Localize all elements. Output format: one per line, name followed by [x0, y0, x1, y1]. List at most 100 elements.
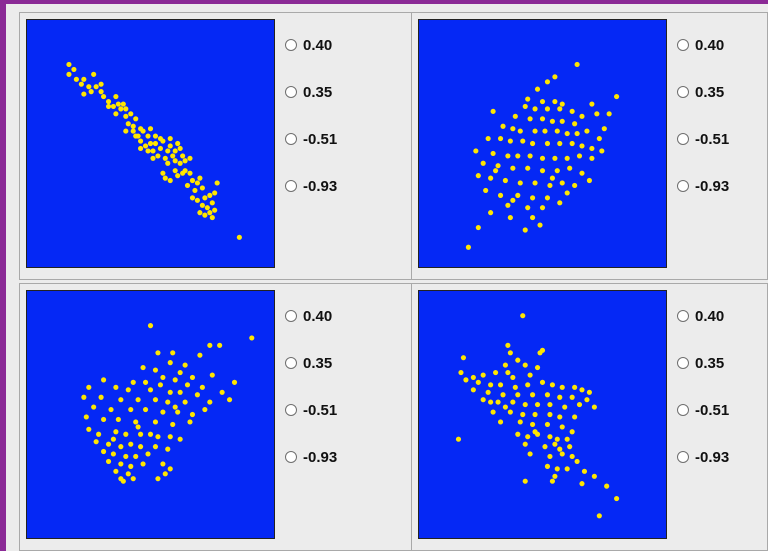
scatter-point [547, 453, 553, 460]
scatter-point [522, 402, 528, 408]
scatter-point [147, 140, 154, 147]
scatter-point [204, 205, 210, 211]
option-2-4[interactable]: -0.93 [677, 174, 729, 198]
option-3-3[interactable]: -0.51 [285, 398, 337, 422]
radio-button[interactable] [285, 133, 297, 145]
scatter-point [110, 436, 116, 442]
scatter-point [130, 128, 136, 134]
scatter-point [152, 140, 159, 147]
scatter-point [81, 76, 87, 82]
option-label: 0.40 [303, 307, 333, 325]
radio-button[interactable] [677, 133, 689, 145]
radio-button[interactable] [677, 404, 689, 416]
scatter-point [567, 165, 573, 171]
radio-button[interactable] [677, 357, 689, 369]
scatter-point [579, 113, 585, 119]
scatter-point [539, 379, 546, 385]
scatter-point [167, 143, 173, 149]
option-4-1[interactable]: 0.40 [677, 304, 729, 328]
option-1-2[interactable]: 0.35 [285, 80, 337, 104]
option-1-4[interactable]: -0.93 [285, 174, 337, 198]
scatter-point [110, 103, 116, 109]
scatter-point [527, 153, 533, 159]
radio-button[interactable] [285, 451, 297, 463]
scatter-point [98, 89, 104, 95]
scatter-point [249, 335, 255, 341]
scatter-point [118, 397, 124, 403]
scatter-point [530, 215, 536, 221]
scatter-point [172, 168, 178, 174]
scatter-point [91, 404, 97, 410]
scatter-point [475, 173, 481, 179]
scatter-point [120, 101, 126, 107]
scatter-svg-1 [66, 61, 242, 240]
scatter-point [510, 399, 516, 405]
scatter-point [564, 466, 570, 472]
scatter-point [507, 215, 513, 221]
scatter-point [502, 177, 508, 184]
option-1-1[interactable]: 0.40 [285, 33, 337, 57]
scatter-point [133, 133, 139, 139]
option-3-4[interactable]: -0.93 [285, 445, 337, 469]
scatter-point [542, 128, 548, 134]
scatter-point [544, 79, 551, 85]
scatter-point [165, 148, 171, 154]
scatter-point [579, 387, 585, 393]
option-2-2[interactable]: 0.35 [677, 80, 729, 104]
radio-button[interactable] [677, 86, 689, 98]
scatter-point [463, 377, 469, 383]
scatter-point [202, 212, 208, 218]
option-2-3[interactable]: -0.51 [677, 127, 729, 151]
option-3-2[interactable]: 0.35 [285, 351, 337, 375]
scatter-point [130, 123, 136, 129]
scatter-point [138, 138, 144, 144]
scatter-point [128, 441, 134, 447]
scatter-point [485, 389, 491, 395]
option-4-3[interactable]: -0.51 [677, 398, 729, 422]
scatter-point [118, 461, 124, 467]
scatter-point [557, 394, 563, 400]
scatter-point [105, 458, 112, 464]
option-label: -0.93 [695, 177, 730, 195]
radio-button[interactable] [285, 357, 297, 369]
scatter-point [123, 106, 129, 112]
scatter-point [549, 478, 555, 484]
scatter-point [207, 399, 213, 405]
radio-button[interactable] [677, 39, 689, 51]
scatter-point [586, 177, 592, 184]
scatter-point [123, 453, 129, 460]
scatter-point [135, 424, 141, 430]
scatter-point [490, 150, 496, 156]
option-4-2[interactable]: 0.35 [677, 351, 729, 375]
scatter-point [547, 402, 553, 408]
scatter-point [130, 379, 136, 385]
scatter-point [557, 414, 563, 420]
scatter-point [470, 387, 476, 393]
scatter-point [167, 135, 173, 142]
scatter-point [110, 451, 116, 457]
radio-button[interactable] [677, 310, 689, 322]
scatter-point [515, 192, 521, 198]
scatter-point [138, 431, 144, 437]
scatter-point [554, 168, 560, 174]
panel-1: 0.40 0.35 -0.51 -0.93 [19, 12, 412, 280]
scatter-point [557, 200, 563, 206]
radio-button[interactable] [285, 180, 297, 192]
radio-button[interactable] [285, 86, 297, 98]
scatter-point [197, 175, 203, 181]
option-1-3[interactable]: -0.51 [285, 127, 337, 151]
radio-button[interactable] [285, 310, 297, 322]
option-4-4[interactable]: -0.93 [677, 445, 729, 469]
scatter-point [212, 207, 218, 213]
scatter-point [557, 446, 563, 452]
option-2-1[interactable]: 0.40 [677, 33, 729, 57]
radio-button[interactable] [285, 39, 297, 51]
option-3-1[interactable]: 0.40 [285, 304, 337, 328]
scatter-point [71, 66, 77, 72]
radio-button[interactable] [285, 404, 297, 416]
scatter-point [175, 409, 181, 415]
radio-button[interactable] [677, 180, 689, 192]
scatter-point [172, 404, 178, 410]
radio-button[interactable] [677, 451, 689, 463]
scatter-point [544, 463, 551, 469]
